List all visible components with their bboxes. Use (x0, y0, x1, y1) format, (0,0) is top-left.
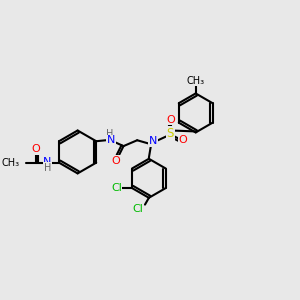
Text: H: H (44, 163, 51, 172)
Text: O: O (166, 115, 175, 125)
Text: O: O (31, 144, 40, 154)
Text: N: N (107, 135, 115, 145)
Text: Cl: Cl (133, 205, 144, 214)
Text: H: H (106, 129, 114, 140)
Text: O: O (178, 135, 188, 145)
Text: S: S (167, 127, 174, 140)
Text: N: N (43, 157, 52, 167)
Text: O: O (111, 156, 120, 166)
Text: CH₃: CH₃ (187, 76, 205, 86)
Text: Cl: Cl (111, 183, 122, 193)
Text: N: N (148, 136, 157, 146)
Text: CH₃: CH₃ (2, 158, 20, 168)
